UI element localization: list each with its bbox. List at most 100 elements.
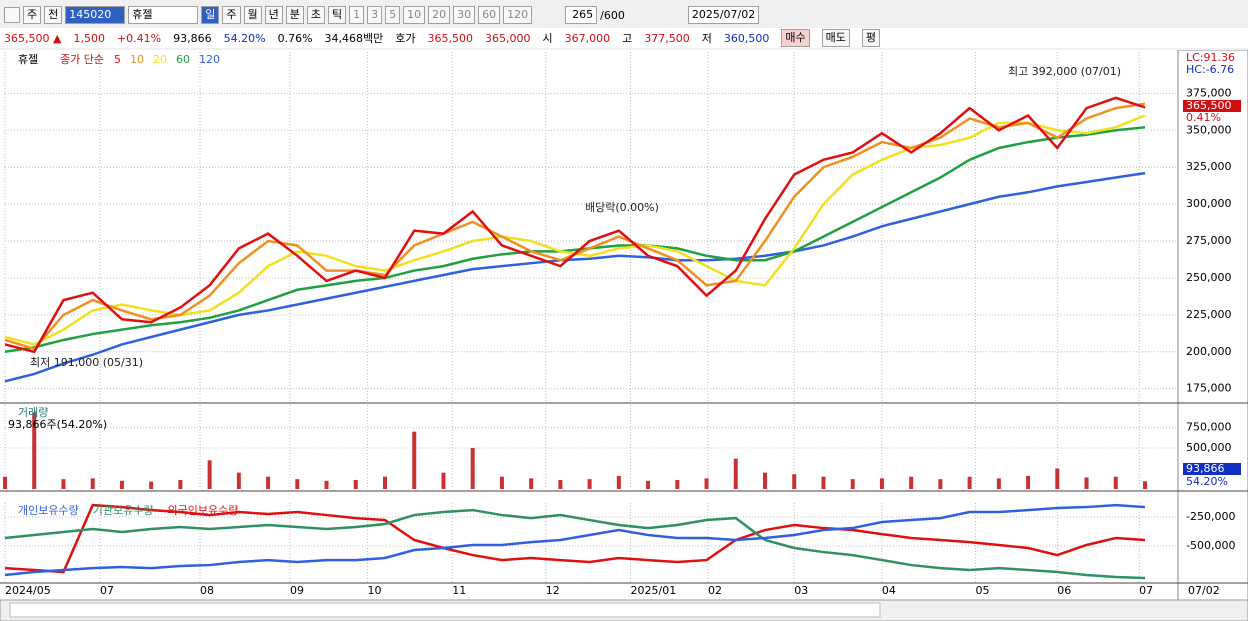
quote-value: 0.76% (277, 31, 313, 45)
volume-bar (470, 448, 475, 489)
y-tick-label: -500,000 (1186, 539, 1235, 552)
toolbar-button[interactable]: 전 (44, 6, 63, 24)
quote-value: 1,500 (73, 31, 105, 45)
interval-button[interactable]: 3 (367, 6, 383, 24)
toolbar-button[interactable]: 주 (23, 6, 42, 24)
quote-value: 93,866 (173, 31, 212, 45)
price-box (1183, 100, 1241, 112)
y-tick-label: 300,000 (1186, 197, 1232, 210)
period-button[interactable]: 분 (285, 6, 304, 24)
series-line (4, 503, 1146, 577)
y-tick-label: 200,000 (1186, 345, 1232, 358)
trade-button[interactable]: 매도 (821, 29, 850, 47)
x-tick-label: 07 (1139, 584, 1153, 597)
volume-bar (178, 479, 183, 489)
interval-button[interactable]: 10 (403, 6, 426, 24)
quote-value: 34,468백만 (324, 32, 384, 45)
volume-bar (295, 479, 300, 489)
quote-value: 고 (622, 32, 633, 45)
annotation: 최저 191,000 (05/31) (30, 356, 143, 369)
quote-value: 저 (701, 32, 712, 45)
legend-entry: 5 (114, 53, 121, 66)
quote-value: 호가 (395, 32, 416, 45)
x-end-label: 07/02 (1188, 584, 1220, 597)
y-tick-label: -250,000 (1186, 510, 1235, 523)
y-tick-label: 750,000 (1186, 421, 1232, 434)
period-button[interactable]: 초 (306, 6, 325, 24)
volume-bar (266, 476, 271, 489)
count-total: /600 (600, 8, 625, 22)
interval-button[interactable]: 120 (503, 6, 533, 24)
right-label: 54.20% (1186, 475, 1228, 488)
volume-bar (675, 479, 680, 489)
interval-button[interactable]: 60 (478, 6, 501, 24)
name-input[interactable]: 휴젤 (128, 6, 199, 24)
volume-bar (1143, 481, 1147, 489)
volume-bar (850, 479, 855, 489)
period-button[interactable]: 년 (264, 6, 283, 24)
right-label: 365,500 (1186, 99, 1232, 112)
volume-bar (879, 478, 884, 489)
scroll-track[interactable] (9, 602, 881, 618)
series-line (4, 96, 1146, 354)
interval-button[interactable]: 5 (385, 6, 401, 24)
volume-bar (236, 472, 241, 489)
period-button[interactable]: 월 (243, 6, 262, 24)
right-axis (1177, 50, 1248, 601)
x-tick-label: 05 (975, 584, 989, 597)
legend-entry: 기관보유수량 (93, 504, 154, 517)
right-label: 0.41% (1186, 111, 1221, 124)
quote-value: 360,500 (723, 31, 770, 45)
legend-entry: 20 (153, 53, 167, 66)
quote-value: 377,500 (644, 31, 690, 45)
date-input[interactable]: 2025/07/02 (687, 6, 760, 24)
trade-button[interactable]: 매수 (781, 29, 810, 47)
volume-bar (587, 479, 592, 489)
volume-bar (821, 476, 826, 489)
quote-value: 365,500 ▲ (4, 31, 62, 45)
volume-bar (938, 479, 943, 489)
volume-bar (763, 472, 767, 489)
quote-value: +0.41% (116, 31, 162, 45)
toolbar: 주 전 145020 휴젤 일 주 월 년 분 초 틱 1 3 5 10 20 30 60 120 265/600 20… (0, 3, 1248, 27)
quote-bar: 365,500 ▲ 1,500 +0.41% 93,866 54.20% 0.76% 34,… (0, 28, 1248, 48)
volume-bar (792, 474, 797, 489)
x-tick-label: 2024/05 (5, 584, 51, 597)
volume-bar (441, 472, 446, 489)
period-button[interactable]: 일 (201, 6, 220, 24)
panel-subtitle: 93,866주(54.20%) (8, 418, 107, 431)
x-tick-label: 11 (452, 584, 466, 597)
quote-value: 54.20% (223, 31, 266, 45)
chart: 175,000 200,000 225,000 250,000 275,000 300,0… (0, 50, 1248, 621)
volume-bar (909, 476, 914, 489)
volume-bar (90, 478, 95, 489)
interval-button[interactable]: 20 (428, 6, 451, 24)
code-input[interactable]: 145020 (65, 6, 126, 24)
x-tick-label: 02 (708, 584, 722, 597)
volume-bar (207, 460, 212, 489)
legend-entry: 개인보유수량 (18, 504, 79, 517)
annotation: 최고 392,000 (07/01) (1008, 65, 1121, 78)
interval-button[interactable]: 1 (349, 6, 365, 24)
count-input[interactable]: 265 (565, 6, 598, 24)
y-tick-label: 275,000 (1186, 234, 1232, 247)
period-button[interactable]: 틱 (328, 6, 347, 24)
volume-bar (558, 479, 563, 489)
legend-entry: 60 (176, 53, 190, 66)
x-tick-label: 07 (100, 584, 114, 597)
legend-entry: 외국인보유수량 (167, 504, 238, 517)
x-tick-label: 2025/01 (631, 584, 677, 597)
quote-value: 365,500 (427, 31, 474, 45)
x-tick-label: 08 (200, 584, 214, 597)
x-tick-label: 03 (794, 584, 808, 597)
icon[interactable] (4, 7, 20, 23)
period-button[interactable]: 주 (222, 6, 241, 24)
trade-button[interactable]: 평 (861, 29, 881, 47)
interval-button[interactable]: 30 (453, 6, 476, 24)
quote-value: 365,000 (485, 31, 531, 45)
x-tick-label: 09 (290, 584, 304, 597)
panel-title: 거래량 (18, 406, 48, 419)
right-label: HC:-6.76 (1186, 63, 1234, 76)
series-line (4, 508, 1146, 580)
